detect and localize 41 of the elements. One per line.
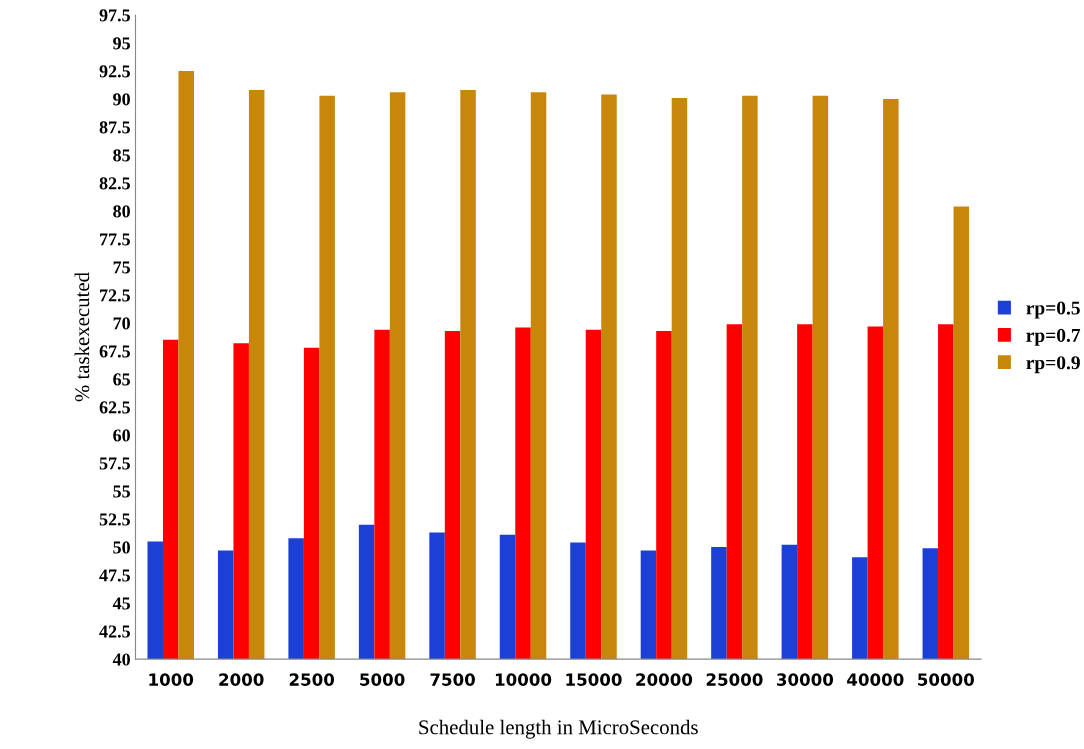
y-tick-label: 52.5 bbox=[99, 513, 130, 526]
y-tick-label: 40 bbox=[112, 653, 130, 666]
x-tick-label: 2000 bbox=[219, 673, 264, 686]
y-tick-label: 77.5 bbox=[100, 233, 130, 246]
y-tick-label: 75 bbox=[113, 261, 130, 274]
y-tick-label: 97.5 bbox=[99, 9, 130, 22]
y-tick-label: 60 bbox=[113, 429, 130, 442]
y-tick-label: 57.5 bbox=[99, 457, 130, 470]
legend-label: rp=0.7 bbox=[1026, 328, 1081, 346]
y-tick-label: 90 bbox=[113, 93, 130, 106]
y-tick-label: 80 bbox=[113, 205, 130, 218]
x-axis-title: Schedule length in MicroSeconds bbox=[419, 719, 698, 739]
x-tick-label: 5000 bbox=[360, 673, 405, 686]
y-tick-label: 82.5 bbox=[99, 177, 130, 190]
y-tick-label: 95 bbox=[113, 37, 130, 50]
x-tick-label: 7500 bbox=[430, 673, 475, 686]
x-tick-label: 2500 bbox=[289, 673, 335, 686]
x-tick-label: 10000 bbox=[495, 673, 552, 686]
y-tick-label: 72.5 bbox=[100, 289, 130, 302]
y-tick-label: 42.5 bbox=[99, 625, 130, 638]
x-tick-label: 40000 bbox=[847, 673, 904, 686]
x-tick-label: 20000 bbox=[636, 673, 693, 686]
y-tick-label: 92.5 bbox=[99, 65, 130, 78]
y-tick-label: 55 bbox=[113, 485, 130, 498]
y-axis-title: % taskexecuted bbox=[74, 272, 90, 402]
x-tick-label: 25000 bbox=[706, 673, 763, 686]
y-tick-label: 85 bbox=[113, 149, 130, 162]
y-tick-label: 67.5 bbox=[99, 345, 130, 358]
x-tick-label: 15000 bbox=[566, 673, 622, 686]
x-tick-label: 1000 bbox=[149, 673, 194, 686]
y-tick-label: 65 bbox=[113, 373, 130, 386]
x-tick-label: 30000 bbox=[776, 673, 834, 686]
legend-label: rp=0.9 bbox=[1026, 356, 1080, 374]
legend-label: rp=0.5 bbox=[1026, 301, 1080, 319]
y-tick-label: 50 bbox=[113, 541, 130, 554]
y-tick-label: 47.5 bbox=[99, 569, 130, 582]
y-tick-label: 45 bbox=[112, 597, 130, 610]
x-tick-label: 50000 bbox=[918, 673, 974, 686]
y-tick-label: 62.5 bbox=[99, 401, 130, 414]
y-tick-label: 87.5 bbox=[99, 121, 130, 134]
y-tick-label: 70 bbox=[113, 317, 130, 330]
